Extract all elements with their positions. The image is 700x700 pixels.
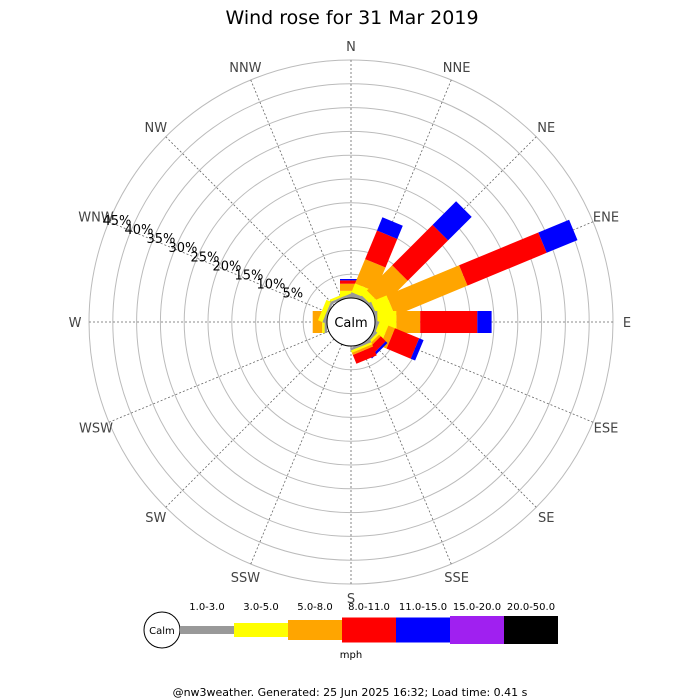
pct-label: 45% [102,214,131,229]
pct-label: 25% [190,250,219,265]
direction-labels: N NNE NE ENE E ESE SE SSE S SSW SW WSW W WNW NW NNW [69,40,632,607]
dir-label-ese: ESE [594,422,619,437]
bar-sse-bin3 [352,346,377,364]
bar-e-bin3 [420,311,478,333]
footer-text: @nw3weather. Generated: 25 Jun 2025 16:3… [173,686,528,699]
legend-bin-label: 15.0-20.0 [453,602,501,613]
dir-label-nne: NNE [443,61,471,76]
wind-bars [312,201,578,364]
dir-label-sse: SSE [444,571,469,586]
pct-label: 20% [212,259,241,274]
bar-nne-bin3 [365,230,398,268]
dir-label-wnw: WNW [78,210,114,225]
legend-swatch [180,626,234,634]
legend-bin-label: 5.0-8.0 [297,602,332,613]
bar-e-bin4 [477,311,492,333]
dir-label-ssw: SSW [231,571,261,586]
dir-label-n: N [346,40,356,55]
legend-calm-label: Calm [149,626,175,637]
bar-wnw-bin1 [318,299,331,323]
calm-label: Calm [334,316,367,331]
dir-label-w: W [69,316,82,331]
legend-swatch [234,623,288,637]
dir-label-se: SE [538,511,554,526]
bar-ene-bin3 [459,232,547,286]
bar-sse-bin0 [350,340,372,351]
legend-bin-label: 8.0-11.0 [348,602,390,613]
legend-swatch [396,617,450,643]
speed-legend: Calm 1.0-3.0 3.0-5.0 5.0-8.0 8.0-11.0 11.0-15… [143,602,558,649]
bar-e-bin2 [396,311,421,333]
legend-bin-label: 11.0-15.0 [399,602,447,613]
pct-label: 35% [146,232,175,247]
pct-label: 30% [168,241,197,256]
legend-bin-label: 1.0-3.0 [189,602,224,613]
bar-ne-bin3 [392,224,449,281]
dir-label-sw: SW [145,511,166,526]
grid-ring [207,178,495,466]
dir-label-nw: NW [145,121,168,136]
pct-label: 40% [124,223,153,238]
legend-swatch [288,620,342,640]
legend-bin-label: 20.0-50.0 [507,602,555,613]
pct-label: 5% [282,287,303,302]
dir-label-wsw: WSW [79,422,113,437]
dir-label-nnw: NNW [229,61,261,76]
legend-swatch [342,617,396,643]
bar-ese-bin3 [386,328,420,359]
grid-ring [159,130,543,514]
grid-ring [183,154,519,490]
percent-labels: 5%10%15%20%25%30%35%40%45% [102,214,303,302]
bar-ene-bin4 [538,219,578,253]
bar-nnw-bin1 [329,291,352,302]
bar-ene-bin2 [386,265,468,316]
bar-ne-bin4 [432,201,472,241]
chart-title: Wind rose for 31 Mar 2019 [225,7,478,29]
legend-swatch [504,616,558,644]
dir-label-e: E [623,316,631,331]
bar-nnw-bin0 [330,293,352,304]
grid-ring [136,107,566,537]
bar-nne-bin4 [377,217,403,239]
grid-ring [112,83,590,561]
calm-circle: Calm [326,297,376,347]
calm-ring [326,297,376,347]
legend-bin-label: 3.0-5.0 [243,602,278,613]
bar-ese-bin4 [410,338,424,361]
dir-label-ne: NE [537,121,555,136]
bar-sse-bin1 [350,342,373,353]
dir-label-ene: ENE [593,210,619,225]
legend-swatch [450,616,504,644]
dir-label-s: S [347,592,355,607]
bar-wnw-bin0 [322,301,333,323]
bar-sse-bin2 [351,344,374,355]
bar-ne-bin2 [366,265,408,307]
legend-units: mph [340,650,362,661]
pct-label: 15% [234,269,263,284]
pct-label: 10% [256,278,285,293]
